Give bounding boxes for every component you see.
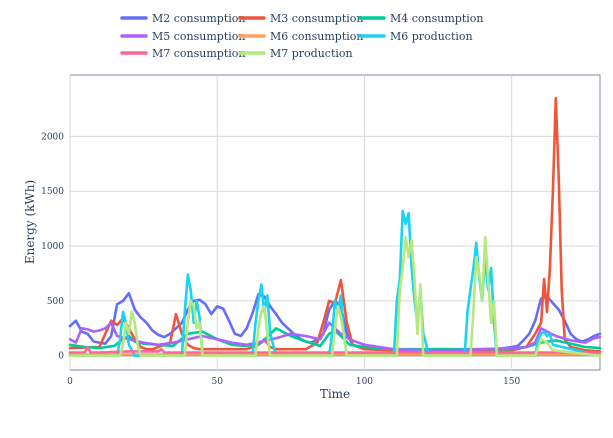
x-tick-label: 100 xyxy=(356,377,373,387)
legend-label: M6 consumption xyxy=(270,30,363,43)
x-tick-label: 50 xyxy=(211,377,223,387)
series-line-4 xyxy=(68,321,602,352)
x-tick-label: 150 xyxy=(503,377,520,387)
series-line-7 xyxy=(68,345,602,354)
series-line-8 xyxy=(68,236,602,358)
y-tick-label: 1500 xyxy=(41,187,64,197)
series-line-2 xyxy=(68,96,602,353)
y-tick-label: 1000 xyxy=(41,242,64,252)
legend-item-5[interactable]: M6 consumption xyxy=(238,30,363,43)
plot-lines xyxy=(68,96,602,358)
legend-label: M7 consumption xyxy=(152,47,245,60)
legend-label: M7 production xyxy=(270,47,353,60)
y-tick-label: 0 xyxy=(58,352,64,362)
legend[interactable]: M2 consumption M3 consumption M4 consumpti… xyxy=(120,12,483,60)
y-tick-label: 500 xyxy=(47,297,64,307)
x-tick-label: 0 xyxy=(67,377,73,387)
legend-item-7[interactable]: M7 consumption xyxy=(120,47,245,60)
legend-item-8[interactable]: M7 production xyxy=(238,47,353,60)
legend-item-6[interactable]: M6 production xyxy=(358,30,473,43)
y-tick-label: 2000 xyxy=(41,132,64,142)
legend-item-4[interactable]: M5 consumption xyxy=(120,30,245,43)
legend-label: M2 consumption xyxy=(152,12,245,25)
legend-item-1[interactable]: M2 consumption xyxy=(120,12,245,25)
legend-label: M4 consumption xyxy=(390,12,483,25)
series-line-1 xyxy=(68,291,602,352)
legend-label: M5 consumption xyxy=(152,30,245,43)
y-axis-title: Energy (kWh) xyxy=(23,180,37,264)
grid xyxy=(69,75,600,370)
legend-label: M6 production xyxy=(390,30,473,43)
legend-label: M3 consumption xyxy=(270,12,363,25)
legend-item-3[interactable]: M4 consumption xyxy=(358,12,483,25)
legend-item-2[interactable]: M3 consumption xyxy=(238,12,363,25)
x-axis-title: Time xyxy=(320,387,350,401)
